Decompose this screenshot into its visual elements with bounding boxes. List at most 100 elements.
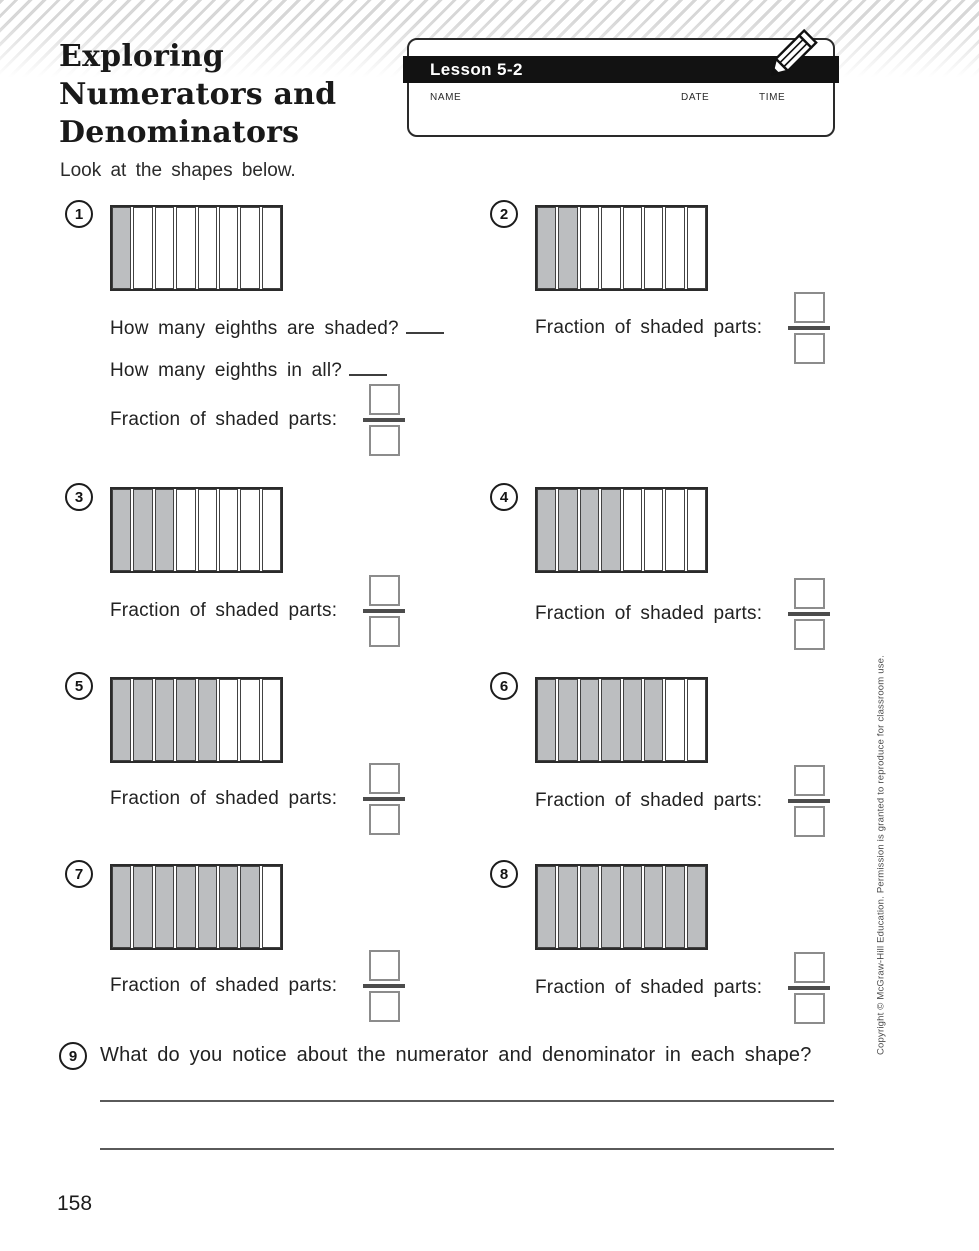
fraction-input	[788, 292, 830, 364]
denominator-box[interactable]	[368, 425, 400, 456]
answer-line-2[interactable]	[100, 1148, 834, 1150]
problem-5-number: 5	[65, 672, 93, 700]
denominator-box[interactable]	[368, 804, 400, 835]
problem-7-number: 7	[65, 860, 93, 888]
numerator-box[interactable]	[368, 763, 400, 794]
fraction-prompt: Fraction of shaded parts:	[535, 977, 763, 998]
title-line-2: Numerators and	[59, 77, 337, 112]
shaded-cell	[133, 679, 153, 761]
page-number: 158	[57, 1192, 93, 1215]
problem-7-fraction-shape	[110, 864, 283, 950]
problem-1-question-shaded: How many eighths are shaded?	[110, 318, 444, 340]
denominator-box[interactable]	[793, 993, 825, 1024]
date-field-label: DATE	[681, 92, 710, 103]
unshaded-cell	[176, 207, 196, 289]
instructions-text: Look at the shapes below.	[60, 160, 296, 181]
question-shaded-label: How many eighths are shaded?	[110, 318, 399, 339]
shaded-cell	[154, 866, 175, 948]
shaded-cell	[240, 866, 260, 948]
numerator-box[interactable]	[793, 952, 825, 983]
unshaded-cell	[240, 679, 260, 761]
title-line-1: Exploring	[59, 39, 224, 74]
numerator-box[interactable]	[793, 578, 825, 609]
shaded-cell	[686, 866, 706, 948]
denominator-box[interactable]	[793, 619, 825, 650]
unshaded-cell	[261, 866, 281, 948]
fraction-bar	[788, 799, 830, 803]
unshaded-cell	[665, 207, 685, 289]
numerator-box[interactable]	[368, 384, 400, 415]
shaded-cell	[176, 866, 196, 948]
lesson-header-box: Lesson 5-2 NAME DATE TIME	[403, 38, 839, 137]
unshaded-cell	[240, 207, 260, 289]
unshaded-cell	[622, 489, 642, 571]
unshaded-cell	[622, 207, 642, 289]
fraction-prompt: Fraction of shaded parts:	[110, 409, 338, 430]
shaded-cell	[133, 489, 153, 571]
shaded-cell	[537, 489, 557, 571]
denominator-box[interactable]	[793, 333, 825, 364]
shaded-cell	[665, 866, 685, 948]
problem-6-fraction-answer: Fraction of shaded parts:	[535, 765, 830, 837]
unshaded-cell	[686, 489, 706, 571]
numerator-box[interactable]	[368, 575, 400, 606]
shaded-cell	[643, 866, 664, 948]
denominator-box[interactable]	[793, 806, 825, 837]
unshaded-cell	[240, 489, 260, 571]
name-field-label: NAME	[430, 92, 462, 103]
numerator-box[interactable]	[793, 292, 825, 323]
shaded-cell	[622, 866, 642, 948]
shaded-cell	[622, 679, 642, 761]
problem-3-fraction-answer: Fraction of shaded parts:	[110, 575, 405, 647]
unshaded-cell	[643, 207, 664, 289]
fraction-input	[363, 384, 405, 456]
shaded-cell	[112, 207, 132, 289]
shaded-cell	[579, 866, 600, 948]
unshaded-cell	[197, 207, 217, 289]
title-line-3: Denominators	[59, 115, 300, 150]
problem-5-fraction-shape	[110, 677, 283, 763]
fraction-input	[788, 578, 830, 650]
fraction-prompt: Fraction of shaded parts:	[535, 603, 763, 624]
fraction-bar	[788, 326, 830, 330]
denominator-box[interactable]	[368, 991, 400, 1022]
unshaded-cell	[665, 489, 685, 571]
fraction-input	[788, 952, 830, 1024]
unshaded-cell	[579, 207, 600, 289]
shaded-cell	[558, 489, 578, 571]
problem-3-number: 3	[65, 483, 93, 511]
unshaded-cell	[218, 207, 239, 289]
problem-9-number: 9	[59, 1042, 87, 1070]
answer-line-1[interactable]	[100, 1100, 834, 1102]
fraction-bar	[788, 612, 830, 616]
fraction-bar	[788, 986, 830, 990]
numerator-box[interactable]	[368, 950, 400, 981]
shaded-cell	[112, 489, 132, 571]
fraction-input	[363, 763, 405, 835]
numerator-box[interactable]	[793, 765, 825, 796]
lesson-label: Lesson 5-2	[430, 59, 523, 79]
shaded-cell	[112, 866, 132, 948]
pencil-icon	[770, 28, 818, 76]
unshaded-cell	[154, 207, 175, 289]
unshaded-cell	[601, 207, 621, 289]
shaded-cell	[537, 679, 557, 761]
problem-6-number: 6	[490, 672, 518, 700]
problem-1-question-total: How many eighths in all?	[110, 360, 388, 382]
answer-blank[interactable]	[349, 361, 388, 376]
fraction-input	[363, 575, 405, 647]
page-title: Exploring Numerators and Denominators	[59, 38, 336, 152]
problem-2-fraction-shape	[535, 205, 708, 291]
shaded-cell	[601, 489, 621, 571]
problem-4-fraction-shape	[535, 487, 708, 573]
problem-8-fraction-shape	[535, 864, 708, 950]
denominator-box[interactable]	[368, 616, 400, 647]
problem-5-fraction-answer: Fraction of shaded parts:	[110, 763, 405, 835]
shaded-cell	[601, 679, 621, 761]
unshaded-cell	[686, 679, 706, 761]
answer-blank[interactable]	[405, 319, 444, 334]
shaded-cell	[579, 679, 600, 761]
problem-7-fraction-answer: Fraction of shaded parts:	[110, 950, 405, 1022]
fraction-prompt: Fraction of shaded parts:	[535, 790, 763, 811]
shaded-cell	[218, 866, 239, 948]
